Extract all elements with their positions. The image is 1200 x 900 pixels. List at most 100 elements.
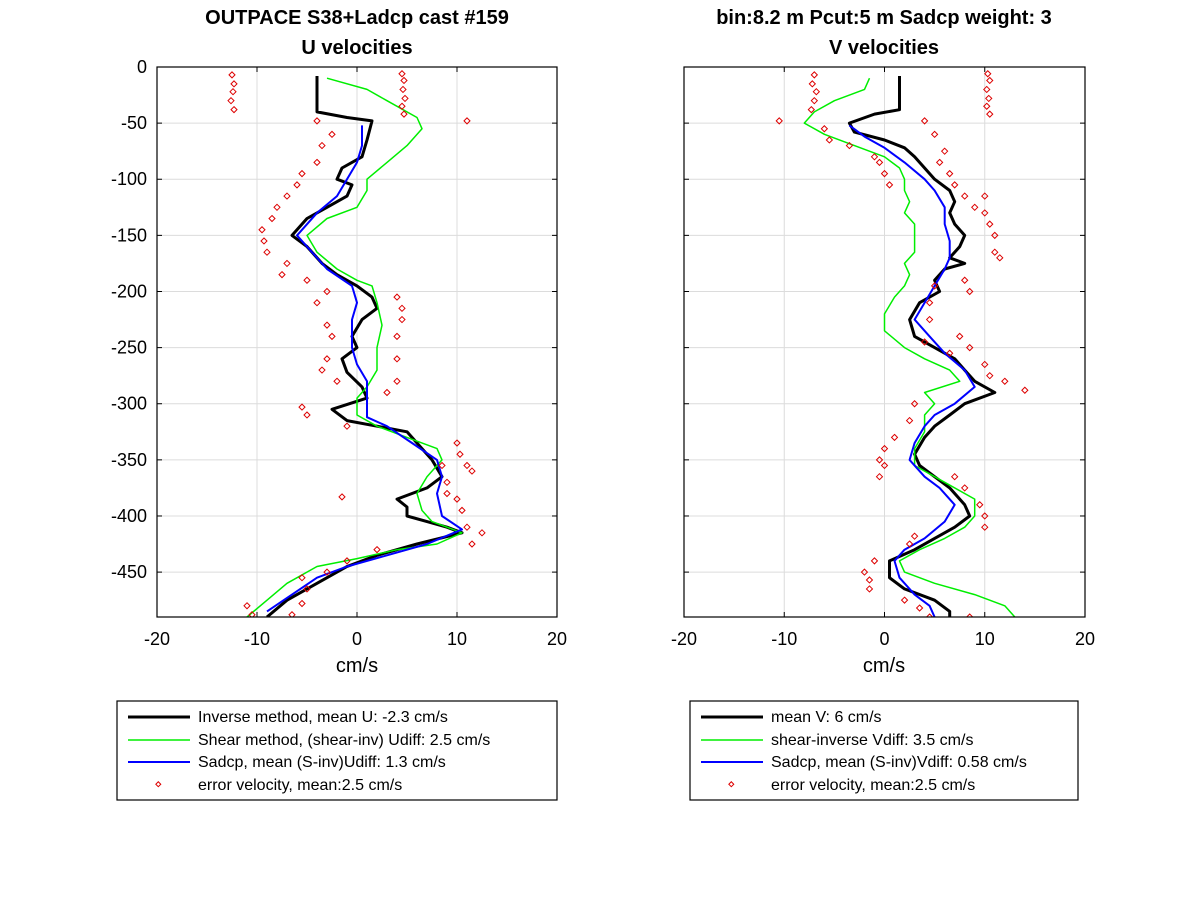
error-point <box>825 136 834 144</box>
error-point <box>243 602 251 610</box>
error-point <box>983 102 991 110</box>
right-grid <box>684 67 1085 617</box>
error-point <box>463 461 471 470</box>
x-tick-label: -20 <box>144 629 170 649</box>
right-legend-entry-3: Sadcp, mean (S-inv)Vdiff: 0.58 cm/s <box>771 754 1027 771</box>
error-point <box>303 276 311 284</box>
error-point <box>890 433 899 442</box>
error-point <box>343 557 351 565</box>
error-point <box>463 117 471 125</box>
error-point <box>935 158 944 167</box>
error-point <box>808 80 817 88</box>
error-point <box>323 568 331 576</box>
error-point <box>400 76 408 85</box>
left-subtitle: U velocities <box>301 37 412 59</box>
error-point <box>865 576 874 584</box>
error-point <box>468 467 476 475</box>
error-point <box>981 192 989 200</box>
error-point <box>971 203 979 212</box>
error-point <box>393 293 401 301</box>
error-point <box>920 117 929 125</box>
error-point <box>1021 386 1029 394</box>
error-point <box>986 371 994 380</box>
left-grid <box>157 67 557 617</box>
y-tick-label: -300 <box>111 394 147 414</box>
error-point <box>456 450 464 458</box>
error-point <box>925 315 934 324</box>
error-point <box>930 282 939 290</box>
right-legend-entry-4: error velocity, mean:2.5 cm/s <box>771 777 975 794</box>
error-point <box>991 248 999 256</box>
error-point <box>983 85 991 94</box>
error-point <box>228 71 236 79</box>
error-point <box>955 332 964 341</box>
error-point <box>981 360 989 369</box>
error-point <box>478 529 486 537</box>
error-point <box>398 70 406 78</box>
right-legend-entry-1: mean V: 6 cm/s <box>771 709 882 726</box>
error-point <box>905 416 914 425</box>
error-point <box>398 315 406 324</box>
u-velocity-plot: OUTPACE S38+Ladcp cast #159 U velocities… <box>111 7 567 677</box>
x-tick-label: 10 <box>447 629 467 649</box>
error-point <box>338 493 346 501</box>
error-point <box>775 117 783 125</box>
left-legend-entry-3: Sadcp, mean (S-inv)Udiff: 1.3 cm/s <box>198 754 446 771</box>
error-point <box>960 192 969 200</box>
error-point <box>910 532 919 540</box>
error-point <box>298 599 306 608</box>
error-point <box>865 585 874 593</box>
x-tick-label: 20 <box>547 629 567 649</box>
series-line-1 <box>246 77 463 617</box>
error-point <box>468 540 476 548</box>
error-point <box>925 613 934 617</box>
error-point <box>807 105 816 114</box>
error-point <box>227 96 235 105</box>
error-point <box>443 478 451 487</box>
error-point <box>810 71 819 79</box>
error-point <box>996 254 1004 262</box>
y-tick-label: -400 <box>111 506 147 526</box>
legend-swatch-error <box>155 781 162 788</box>
error-point <box>283 192 291 200</box>
error-point <box>343 422 351 430</box>
series-line-2 <box>848 124 976 617</box>
error-point <box>298 169 306 178</box>
left-legend-entry-4: error velocity, mean:2.5 cm/s <box>198 777 402 794</box>
error-point <box>900 596 909 604</box>
error-point <box>263 248 271 256</box>
y-tick-label: -250 <box>111 338 147 358</box>
error-point <box>313 158 321 167</box>
error-point <box>960 276 969 284</box>
error-point <box>1001 377 1009 385</box>
error-point <box>278 270 286 279</box>
error-point <box>885 181 894 189</box>
x-tick-label: 10 <box>975 629 995 649</box>
error-point <box>398 102 406 110</box>
error-point <box>976 501 984 509</box>
error-point <box>966 287 974 296</box>
error-point <box>920 338 929 346</box>
error-point <box>915 604 924 612</box>
error-point <box>986 220 994 228</box>
error-point <box>443 489 451 498</box>
error-point <box>393 377 401 385</box>
error-point <box>810 96 819 105</box>
x-tick-label: -10 <box>771 629 797 649</box>
x-tick-label: -20 <box>671 629 697 649</box>
error-point <box>258 226 266 234</box>
v-velocity-plot: bin:8.2 m Pcut:5 m Sadcp weight: 3 V vel… <box>671 7 1095 677</box>
series-line-1 <box>803 77 1016 617</box>
error-point <box>986 110 994 118</box>
error-point <box>298 403 306 411</box>
right-xlabel: cm/s <box>863 655 905 677</box>
error-point <box>910 400 919 408</box>
error-point <box>383 388 391 397</box>
y-tick-label: -200 <box>111 281 147 301</box>
error-point <box>248 611 256 617</box>
error-point <box>870 153 879 161</box>
y-tick-label: -100 <box>111 169 147 189</box>
error-point <box>981 512 989 520</box>
error-point <box>880 169 889 178</box>
error-point <box>981 523 989 531</box>
